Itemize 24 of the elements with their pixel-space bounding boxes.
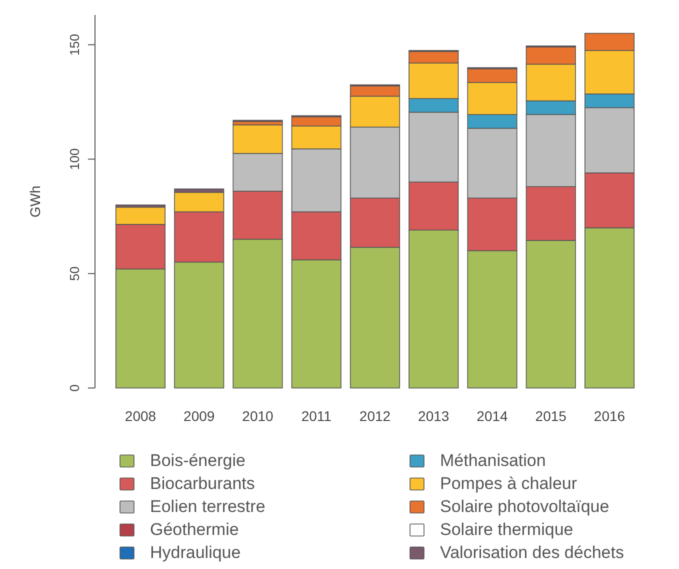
legend-label: Bois-énergie [150,451,246,470]
x-tick-label: 2009 [184,408,215,424]
y-tick-label: 150 [67,34,82,56]
legend-label: Solaire photovoltaïque [440,497,610,516]
x-tick-label: 2010 [242,408,274,424]
legend-label: Méthanisation [440,451,546,470]
y-tick-label: 0 [67,384,82,392]
x-tick-label: 2015 [535,408,567,424]
x-tick-label: 2011 [301,408,332,424]
legend-label: Eolien terrestre [150,497,266,516]
y-axis-title: GWh [27,186,43,218]
legend-label: Géothermie [150,520,239,539]
x-tick-label: 2016 [594,408,626,424]
x-tick-label: 2013 [418,408,450,424]
legend-label: Valorisation des déchets [440,543,624,562]
x-tick-label: 2008 [124,408,156,424]
x-tick-label: 2012 [359,408,391,424]
legend-label: Biocarburants [150,474,255,493]
x-tick-label: 2014 [476,408,508,424]
legend-label: Pompes à chaleur [440,474,578,493]
y-tick-label: 50 [67,266,82,281]
legend-label: Hydraulique [150,543,241,562]
legend-label: Solaire thermique [440,520,574,539]
y-tick-label: 100 [67,148,82,170]
